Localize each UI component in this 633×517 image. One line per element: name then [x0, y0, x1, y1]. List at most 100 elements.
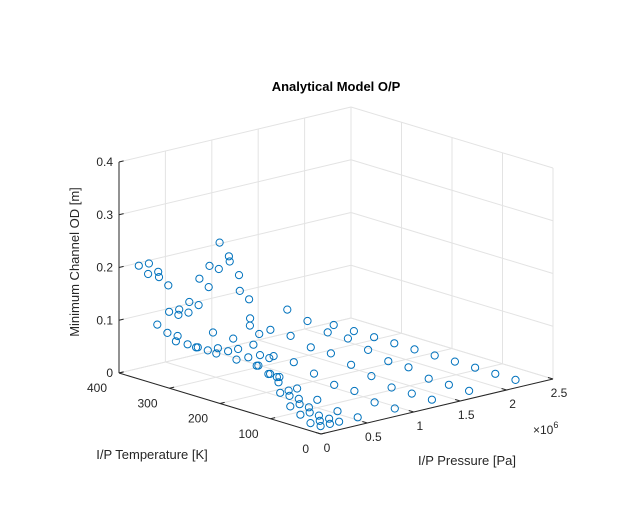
scatter-point — [255, 329, 264, 339]
scatter-point — [316, 422, 325, 431]
z-tick-mark — [118, 371, 124, 374]
z-tick-label: 0 — [106, 366, 113, 380]
z-gridline-side — [350, 106, 554, 169]
z-tick-mark — [118, 160, 124, 163]
scatter-point — [208, 328, 218, 337]
scatter-point — [175, 305, 184, 314]
scatter-point — [370, 333, 379, 342]
scatter-point — [154, 273, 164, 282]
chart-title: Analytical Model O/P — [272, 79, 401, 94]
scatter-point — [407, 389, 416, 398]
scatter-point — [325, 419, 334, 428]
x-tick-label: 1.5 — [458, 408, 475, 422]
z-gridline-back — [118, 317, 352, 374]
scatter-point — [370, 398, 379, 407]
z-gridline-side — [350, 159, 554, 222]
scatter-point — [315, 416, 324, 425]
scatter-point — [283, 305, 292, 314]
scatter-point — [390, 339, 399, 348]
scatter-point — [204, 283, 213, 292]
x-axis-multiplier-base: ×10 — [533, 423, 554, 437]
scatter-point — [232, 355, 241, 364]
y-tick-mark — [169, 386, 175, 389]
scatter-point — [350, 386, 359, 396]
y-tick-mark — [219, 401, 225, 404]
scatter-point — [335, 417, 344, 426]
x-tick-label: 2.5 — [551, 386, 568, 400]
x-tick-mark — [547, 376, 554, 380]
scatter-point — [430, 351, 439, 360]
z-gridline-back — [118, 106, 352, 163]
scatter-point — [284, 386, 293, 395]
z-gridline-back — [118, 212, 352, 268]
scatter-point — [144, 259, 153, 268]
scatter-point — [410, 345, 419, 354]
scatter-point — [289, 358, 298, 367]
y-tick-label: 0 — [302, 442, 309, 456]
y-tick-mark — [320, 432, 326, 435]
scatter-point — [329, 320, 338, 330]
z-axis-label: Minimum Channel OD [m] — [67, 187, 82, 337]
scatter-point — [183, 340, 192, 349]
scatter-point — [295, 400, 304, 409]
scatter-point — [313, 395, 322, 404]
scatter-point — [203, 346, 212, 355]
scatter-point — [213, 344, 222, 353]
scatter-point — [285, 391, 294, 400]
scatter-point — [364, 345, 373, 354]
scatter-point — [293, 384, 302, 393]
scatter-point — [306, 343, 315, 352]
scatter-point — [286, 402, 295, 411]
scatter-point — [465, 386, 474, 395]
z-tick-label: 0.1 — [96, 313, 113, 327]
scatter-point — [274, 378, 283, 387]
scatter-point — [303, 316, 312, 326]
scatter-point — [427, 395, 436, 404]
x-axis-line — [320, 378, 554, 435]
x-axis-multiplier-exponent: 6 — [553, 420, 558, 430]
y-gridline-floor — [169, 332, 402, 389]
x-tick-label: 0.5 — [365, 430, 382, 444]
scatter-point — [306, 419, 315, 428]
scatter-point — [171, 337, 180, 346]
scatter-point — [471, 363, 480, 372]
scatter-point — [347, 360, 356, 369]
scatter-point — [134, 261, 143, 270]
scatter-point — [304, 403, 313, 412]
scatter-point — [205, 261, 214, 270]
y-tick-label: 200 — [188, 412, 208, 426]
scatter-point — [404, 363, 413, 372]
scatter-point — [424, 374, 433, 383]
scatter-point — [234, 271, 244, 280]
scatter-point — [314, 411, 323, 420]
scatter-point — [491, 369, 500, 378]
x-tick-label: 0 — [324, 441, 331, 455]
scatter-point — [153, 320, 162, 329]
x-tick-mark — [362, 420, 368, 424]
x-tick-mark — [501, 387, 507, 391]
scatter-point — [194, 301, 203, 310]
scatter-point — [254, 361, 263, 370]
x-axis-multiplier: ×106 — [533, 420, 558, 437]
scatter-point — [367, 372, 376, 381]
scatter-point — [326, 349, 335, 358]
scatter-point — [353, 413, 362, 422]
z-gridline-side — [350, 212, 554, 274]
x-tick-mark — [315, 431, 322, 435]
scatter-point — [323, 328, 332, 337]
scatter-point — [184, 308, 193, 317]
scatter-point — [325, 414, 334, 423]
scatter-point — [245, 321, 254, 330]
scatter-point — [255, 351, 265, 360]
scatter-point — [163, 328, 172, 337]
z-tick-label: 0.4 — [96, 155, 113, 169]
scatter-point — [511, 375, 520, 384]
scatter-point — [349, 327, 358, 336]
y-tick-label: 400 — [87, 381, 107, 395]
scatter-point — [330, 380, 339, 389]
scatter-point — [224, 347, 233, 356]
scatter-point — [444, 380, 453, 389]
scatter-point — [225, 257, 234, 266]
scatter-point — [296, 410, 305, 419]
